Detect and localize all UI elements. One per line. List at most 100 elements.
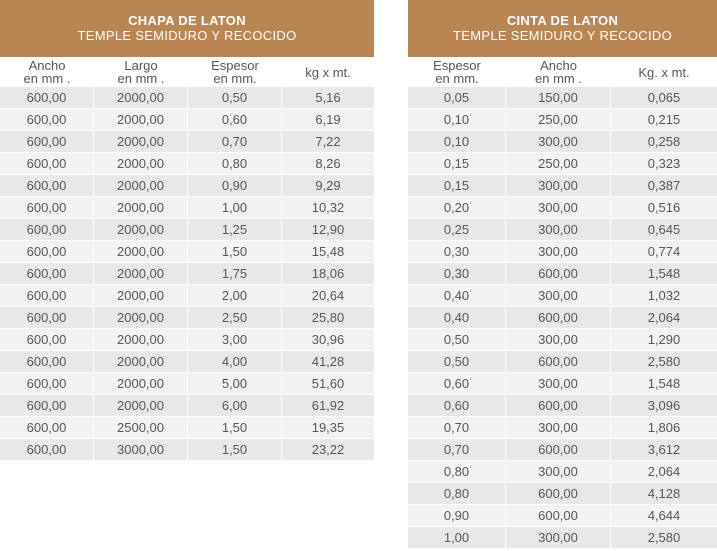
table-cell: 0,90	[408, 505, 506, 527]
table-cell: 2500,00	[94, 417, 188, 439]
table-row: 0,60 600,00 3,096	[408, 395, 717, 417]
table-cell: 0,60	[188, 109, 282, 131]
table-cell: 300,00	[506, 285, 611, 307]
table-cell: 3,00	[188, 329, 282, 351]
table-row: 0,30 300,00 0,774	[408, 241, 717, 263]
table-cell: 0,90	[188, 175, 282, 197]
table-cell: 600,00	[0, 395, 94, 417]
table-cell: 30,96	[282, 329, 374, 351]
table-cell: 2,50	[188, 307, 282, 329]
table-cell: 300,00	[506, 197, 611, 219]
table-row: 1,00 300,00 2,580	[408, 527, 717, 549]
table-cell: 600,00	[0, 307, 94, 329]
table-row: 600,00 2000,00 4,00 41,28	[0, 351, 374, 373]
table-cell: 600,00	[506, 351, 611, 373]
table-row: 0,80 300,00 2,064	[408, 461, 717, 483]
table-row: 600,00 2000,00 2,00 20,64	[0, 285, 374, 307]
table-cell: 300,00	[506, 417, 611, 439]
chapa-laton-panel: CHAPA DE LATON TEMPLE SEMIDURO Y RECOCID…	[0, 0, 374, 461]
column-header: Espesor en mm.	[211, 58, 259, 86]
table-cell: 600,00	[506, 395, 611, 417]
table-cell: 0,645	[611, 219, 717, 241]
table-row: 0,70 300,00 1,806	[408, 417, 717, 439]
table-cell: 600,00	[0, 197, 94, 219]
table-row: 600,00 2000,00 0,70 7,22	[0, 131, 374, 153]
table-cell: 0,774	[611, 241, 717, 263]
table-cell: 2000,00	[94, 395, 188, 417]
table-cell: 3,612	[611, 439, 717, 461]
table-cell: 2000,00	[94, 219, 188, 241]
table-cell: 2,064	[611, 461, 717, 483]
table-cell: 0,15	[408, 175, 506, 197]
table-cell: 0,215	[611, 109, 717, 131]
table-cell: 2000,00	[94, 307, 188, 329]
table-cell: 0,516	[611, 197, 717, 219]
table-cell: 0,70	[408, 417, 506, 439]
table-cell: 300,00	[506, 373, 611, 395]
table-row: 0,40 600,00 2,064	[408, 307, 717, 329]
table-row: 0,90 600,00 4,644	[408, 505, 717, 527]
table-cell: 1,75	[188, 263, 282, 285]
table-cell: 1,00	[188, 197, 282, 219]
table-cell: 2000,00	[94, 175, 188, 197]
table-row: 0,15 300,00 0,387	[408, 175, 717, 197]
table-cell: 600,00	[506, 263, 611, 285]
table-cell: 3,096	[611, 395, 717, 417]
table-cell: 600,00	[506, 439, 611, 461]
table-cell: 9,29	[282, 175, 374, 197]
table-row: 0,30 600,00 1,548	[408, 263, 717, 285]
table-cell: 4,128	[611, 483, 717, 505]
column-header: Ancho en mm .	[535, 58, 582, 86]
table-row: 0,50 300,00 1,290	[408, 329, 717, 351]
table-cell: 1,806	[611, 417, 717, 439]
table-cell: 0,05	[408, 87, 506, 109]
table-cell: 600,00	[0, 263, 94, 285]
table-cell: 2000,00	[94, 285, 188, 307]
table-cell: 0,10	[408, 131, 506, 153]
table-cell: 2000,00	[94, 197, 188, 219]
table-cell: 0,387	[611, 175, 717, 197]
column-header: kg x mt.	[305, 64, 351, 80]
column-header: Largo en mm .	[117, 58, 165, 86]
table-cell: 0,30	[408, 263, 506, 285]
table-cell: 4,00	[188, 351, 282, 373]
table-row: 600,00 2000,00 1,75 18,06	[0, 263, 374, 285]
table-cell: 4,644	[611, 505, 717, 527]
table-cell: 600,00	[506, 307, 611, 329]
cinta-title: CINTA DE LATON	[506, 13, 619, 28]
table-cell: 19,35	[282, 417, 374, 439]
table-row: 600,00 2000,00 0,50 5,16	[0, 87, 374, 109]
table-cell: 0,60	[408, 373, 506, 395]
table-cell: 0,20	[408, 197, 506, 219]
table-row: 0,80 600,00 4,128	[408, 483, 717, 505]
table-cell: 600,00	[0, 285, 94, 307]
table-cell: 0,30	[408, 241, 506, 263]
table-cell: 1,548	[611, 373, 717, 395]
table-cell: 0,40	[408, 307, 506, 329]
table-cell: 600,00	[0, 153, 94, 175]
table-row: 600,00 2000,00 0,80 8,26	[0, 153, 374, 175]
table-cell: 2000,00	[94, 241, 188, 263]
table-cell: 20,64	[282, 285, 374, 307]
table-cell: 2,580	[611, 527, 717, 549]
table-cell: 1,50	[188, 439, 282, 461]
table-cell: 41,28	[282, 351, 374, 373]
table-cell: 0,50	[188, 87, 282, 109]
table-cell: 600,00	[0, 351, 94, 373]
table-cell: 2000,00	[94, 329, 188, 351]
chapa-header-row: Ancho en mm . Largo en mm . Espesor en m…	[0, 57, 374, 87]
table-row: 600,00 2000,00 1,00 10,32	[0, 197, 374, 219]
table-cell: 300,00	[506, 131, 611, 153]
table-cell: 0,25	[408, 219, 506, 241]
table-cell: 8,26	[282, 153, 374, 175]
chapa-subtitle: TEMPLE SEMIDURO Y RECOCIDO	[77, 28, 297, 43]
table-cell: 300,00	[506, 175, 611, 197]
table-cell: 600,00	[0, 373, 94, 395]
table-row: 0,10 250,00 0,215	[408, 109, 717, 131]
table-row: 0,40 300,00 1,032	[408, 285, 717, 307]
table-cell: 600,00	[506, 505, 611, 527]
table-cell: 0,70	[188, 131, 282, 153]
table-cell: 0,065	[611, 87, 717, 109]
table-row: 600,00 2000,00 1,25 12,90	[0, 219, 374, 241]
table-cell: 600,00	[506, 483, 611, 505]
